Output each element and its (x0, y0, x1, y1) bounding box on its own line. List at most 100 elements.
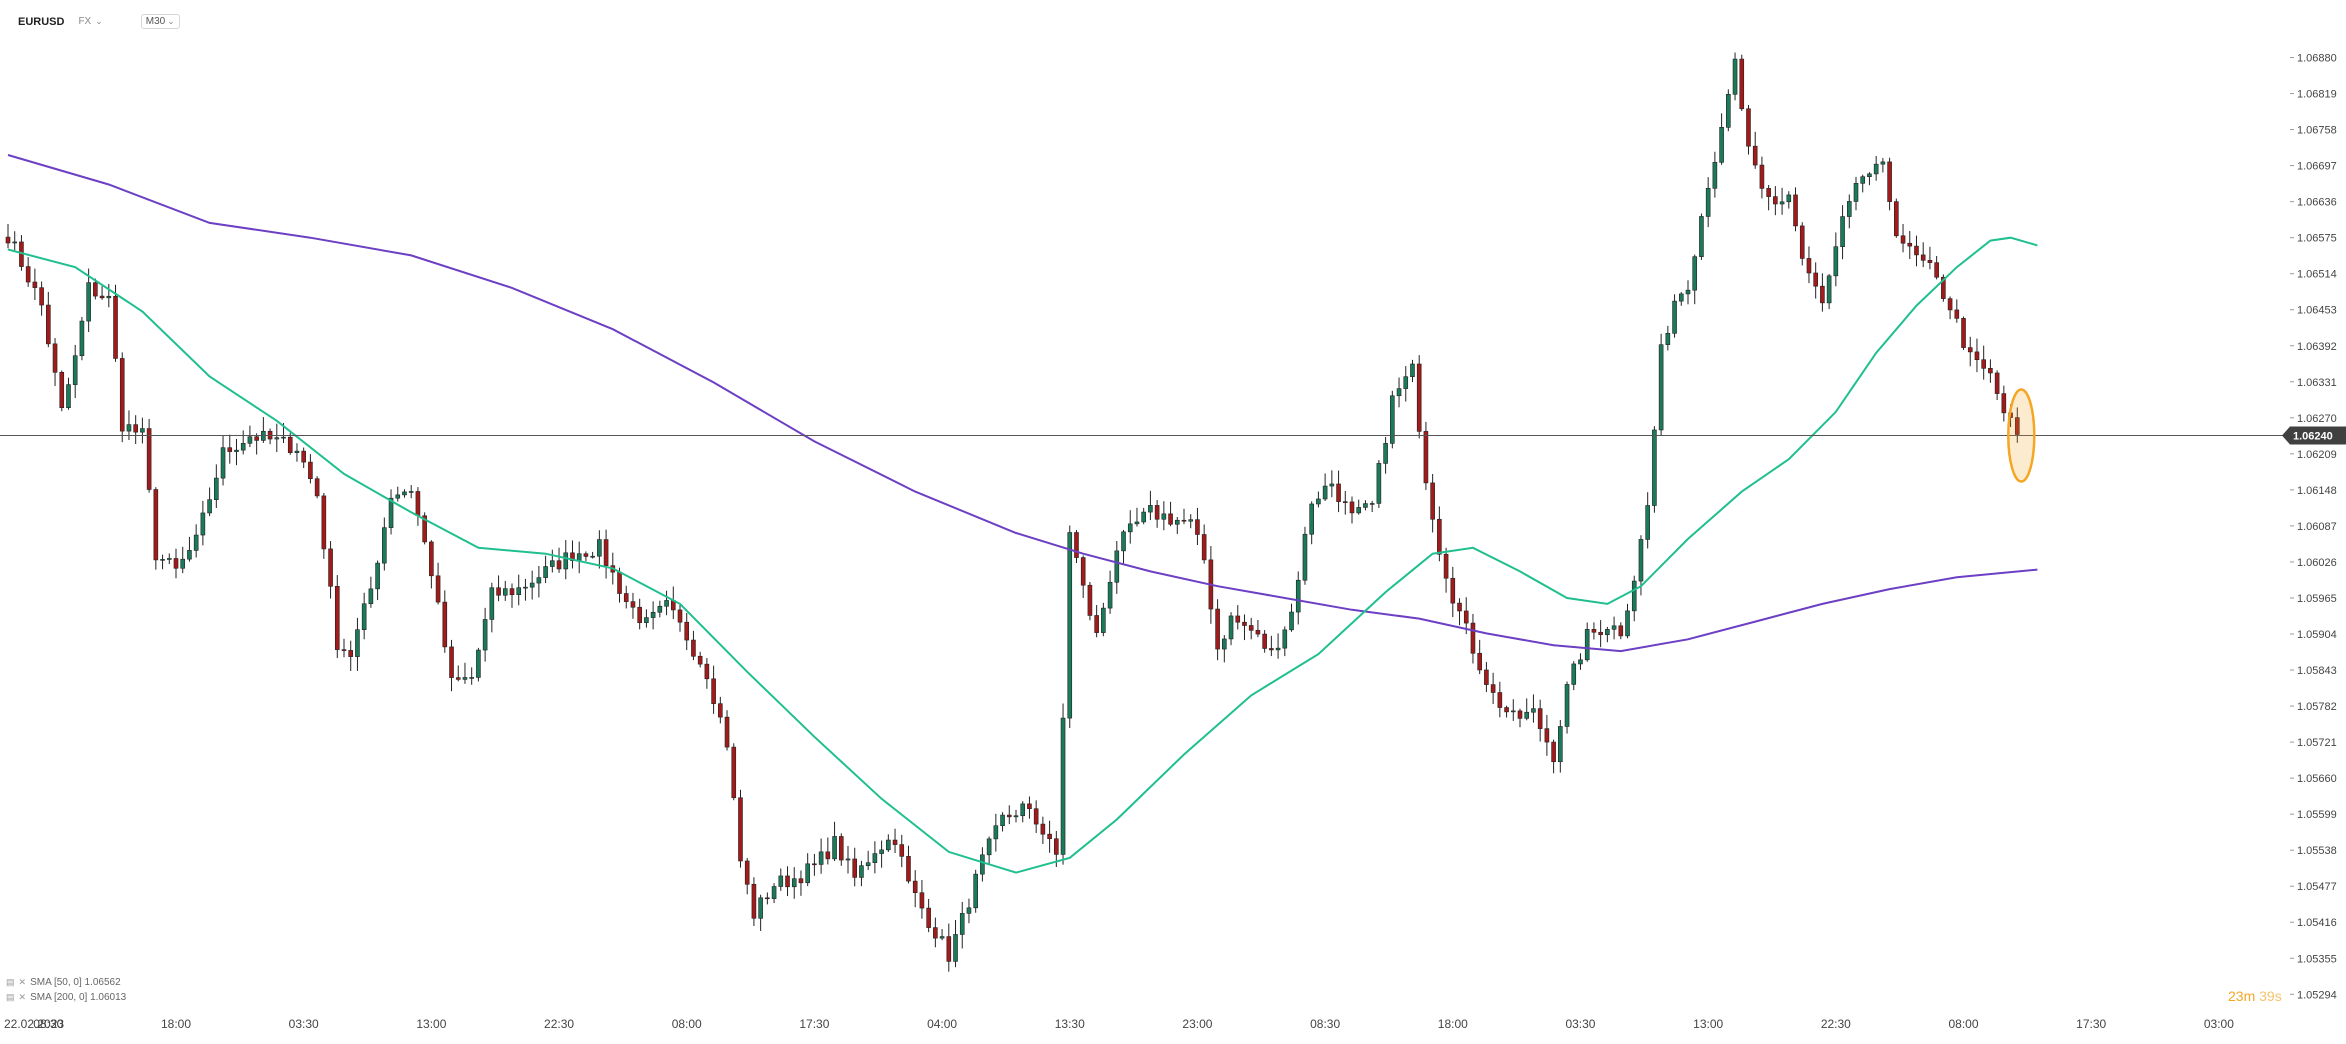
candle-bull-body (865, 862, 871, 867)
candle-bull-body (1705, 188, 1711, 217)
candle (140, 417, 145, 444)
candle (93, 278, 98, 300)
candle-bear-body (1766, 188, 1771, 197)
candle-bull-body (1584, 629, 1590, 661)
candle-bull-body (502, 588, 508, 596)
candle-bear-body (1981, 359, 1986, 369)
candle (1497, 681, 1503, 718)
candle-bear-body (429, 541, 434, 577)
y-tick-label: 1.06331 (2297, 377, 2337, 389)
candle (1645, 492, 1650, 549)
settings-icon[interactable]: ▤ (6, 992, 15, 1002)
candle (227, 434, 233, 464)
candle (1793, 187, 1798, 232)
y-tick-label: 1.06209 (2297, 449, 2337, 461)
candle-bear-body (119, 358, 125, 432)
candle-bear-body (744, 860, 750, 885)
candle-bear-body (798, 878, 804, 884)
candle-bear-body (496, 587, 501, 596)
candle-bear-body (1894, 201, 1899, 237)
candle (5, 223, 11, 249)
candle (1423, 421, 1429, 490)
candle-bear-body (1773, 196, 1778, 205)
last-candle-highlight (2007, 388, 2036, 483)
chevron-down-icon: ⌄ (167, 16, 175, 26)
candle-bull-body (1786, 194, 1792, 203)
close-icon[interactable]: ✕ (18, 992, 27, 1002)
candle (1443, 547, 1449, 593)
candle-bear-body (1430, 482, 1435, 520)
candle-bull-body (973, 873, 978, 909)
legend-sma200[interactable]: ▤ ✕ SMA [200, 0] 1.06013 (6, 990, 126, 1005)
candle (1712, 151, 1718, 198)
symbol-label[interactable]: EURUSD (18, 15, 65, 28)
candle-bear-body (1988, 368, 1993, 374)
candle (623, 585, 629, 609)
candle (368, 576, 374, 608)
candle (180, 546, 186, 574)
candle (261, 417, 266, 443)
candle-bear-body (1598, 631, 1603, 636)
candle (711, 665, 716, 714)
candle (563, 540, 569, 580)
candle-bull-body (1658, 344, 1664, 431)
candle-bear-body (334, 585, 340, 650)
candle (469, 667, 474, 685)
candle (993, 813, 999, 852)
legend-sma50[interactable]: ▤ ✕ SMA [50, 0] 1.06562 (6, 975, 126, 990)
candle-bear-body (852, 858, 858, 878)
candle (301, 447, 306, 469)
candle-bull-body (1571, 663, 1577, 685)
candle-bull-body (408, 491, 414, 493)
candle-bull-body (1410, 363, 1415, 378)
candle (86, 268, 91, 332)
candle (442, 590, 448, 653)
candle (1752, 131, 1758, 169)
candle-bull-body (1302, 533, 1308, 581)
x-tick-label: 23:00 (1182, 1017, 1212, 1031)
candle (1833, 232, 1839, 287)
candle (1181, 508, 1187, 525)
candle-bull-body (1726, 93, 1731, 128)
candle (267, 428, 273, 445)
candle-bull-body (597, 539, 602, 557)
close-icon[interactable]: ✕ (18, 977, 27, 987)
candle-bull-body (187, 550, 192, 560)
candle-bear-body (1927, 260, 1933, 263)
candle-bull-body (368, 588, 374, 605)
x-tick-label: 08:30 (33, 1017, 63, 1031)
y-tick-label: 1.06087 (2297, 521, 2337, 533)
candle-bear-body (556, 560, 562, 570)
candle (1080, 555, 1086, 598)
candle (886, 834, 891, 853)
candle (1584, 622, 1590, 662)
market-selector[interactable]: FX ⌄ (78, 16, 102, 27)
candle (1658, 333, 1664, 436)
settings-icon[interactable]: ▤ (6, 977, 15, 987)
candle (449, 639, 454, 692)
candle-bull-body (1316, 498, 1321, 505)
candle-bull-body (1779, 201, 1785, 205)
candle (1611, 616, 1617, 640)
candle-bull-body (126, 424, 132, 432)
candle (489, 582, 495, 633)
candle-bear-body (1739, 58, 1745, 110)
candle (1846, 194, 1852, 229)
candle (1605, 626, 1610, 643)
candle (912, 870, 918, 908)
candle-countdown: 23m 39s (2228, 988, 2282, 1004)
candle (1766, 184, 1771, 211)
candle (939, 929, 945, 941)
candle-bear-body (1269, 648, 1274, 651)
timeframe-selector[interactable]: M30 ⌄ (140, 14, 180, 29)
candle (1040, 816, 1046, 845)
candle-bull-body (986, 838, 992, 856)
candle (1215, 599, 1220, 661)
candle-bear-body (765, 897, 770, 900)
candle-bull-body (1369, 503, 1375, 505)
candle (1356, 499, 1362, 515)
candle (791, 867, 797, 899)
candle-bull-body (193, 534, 199, 551)
